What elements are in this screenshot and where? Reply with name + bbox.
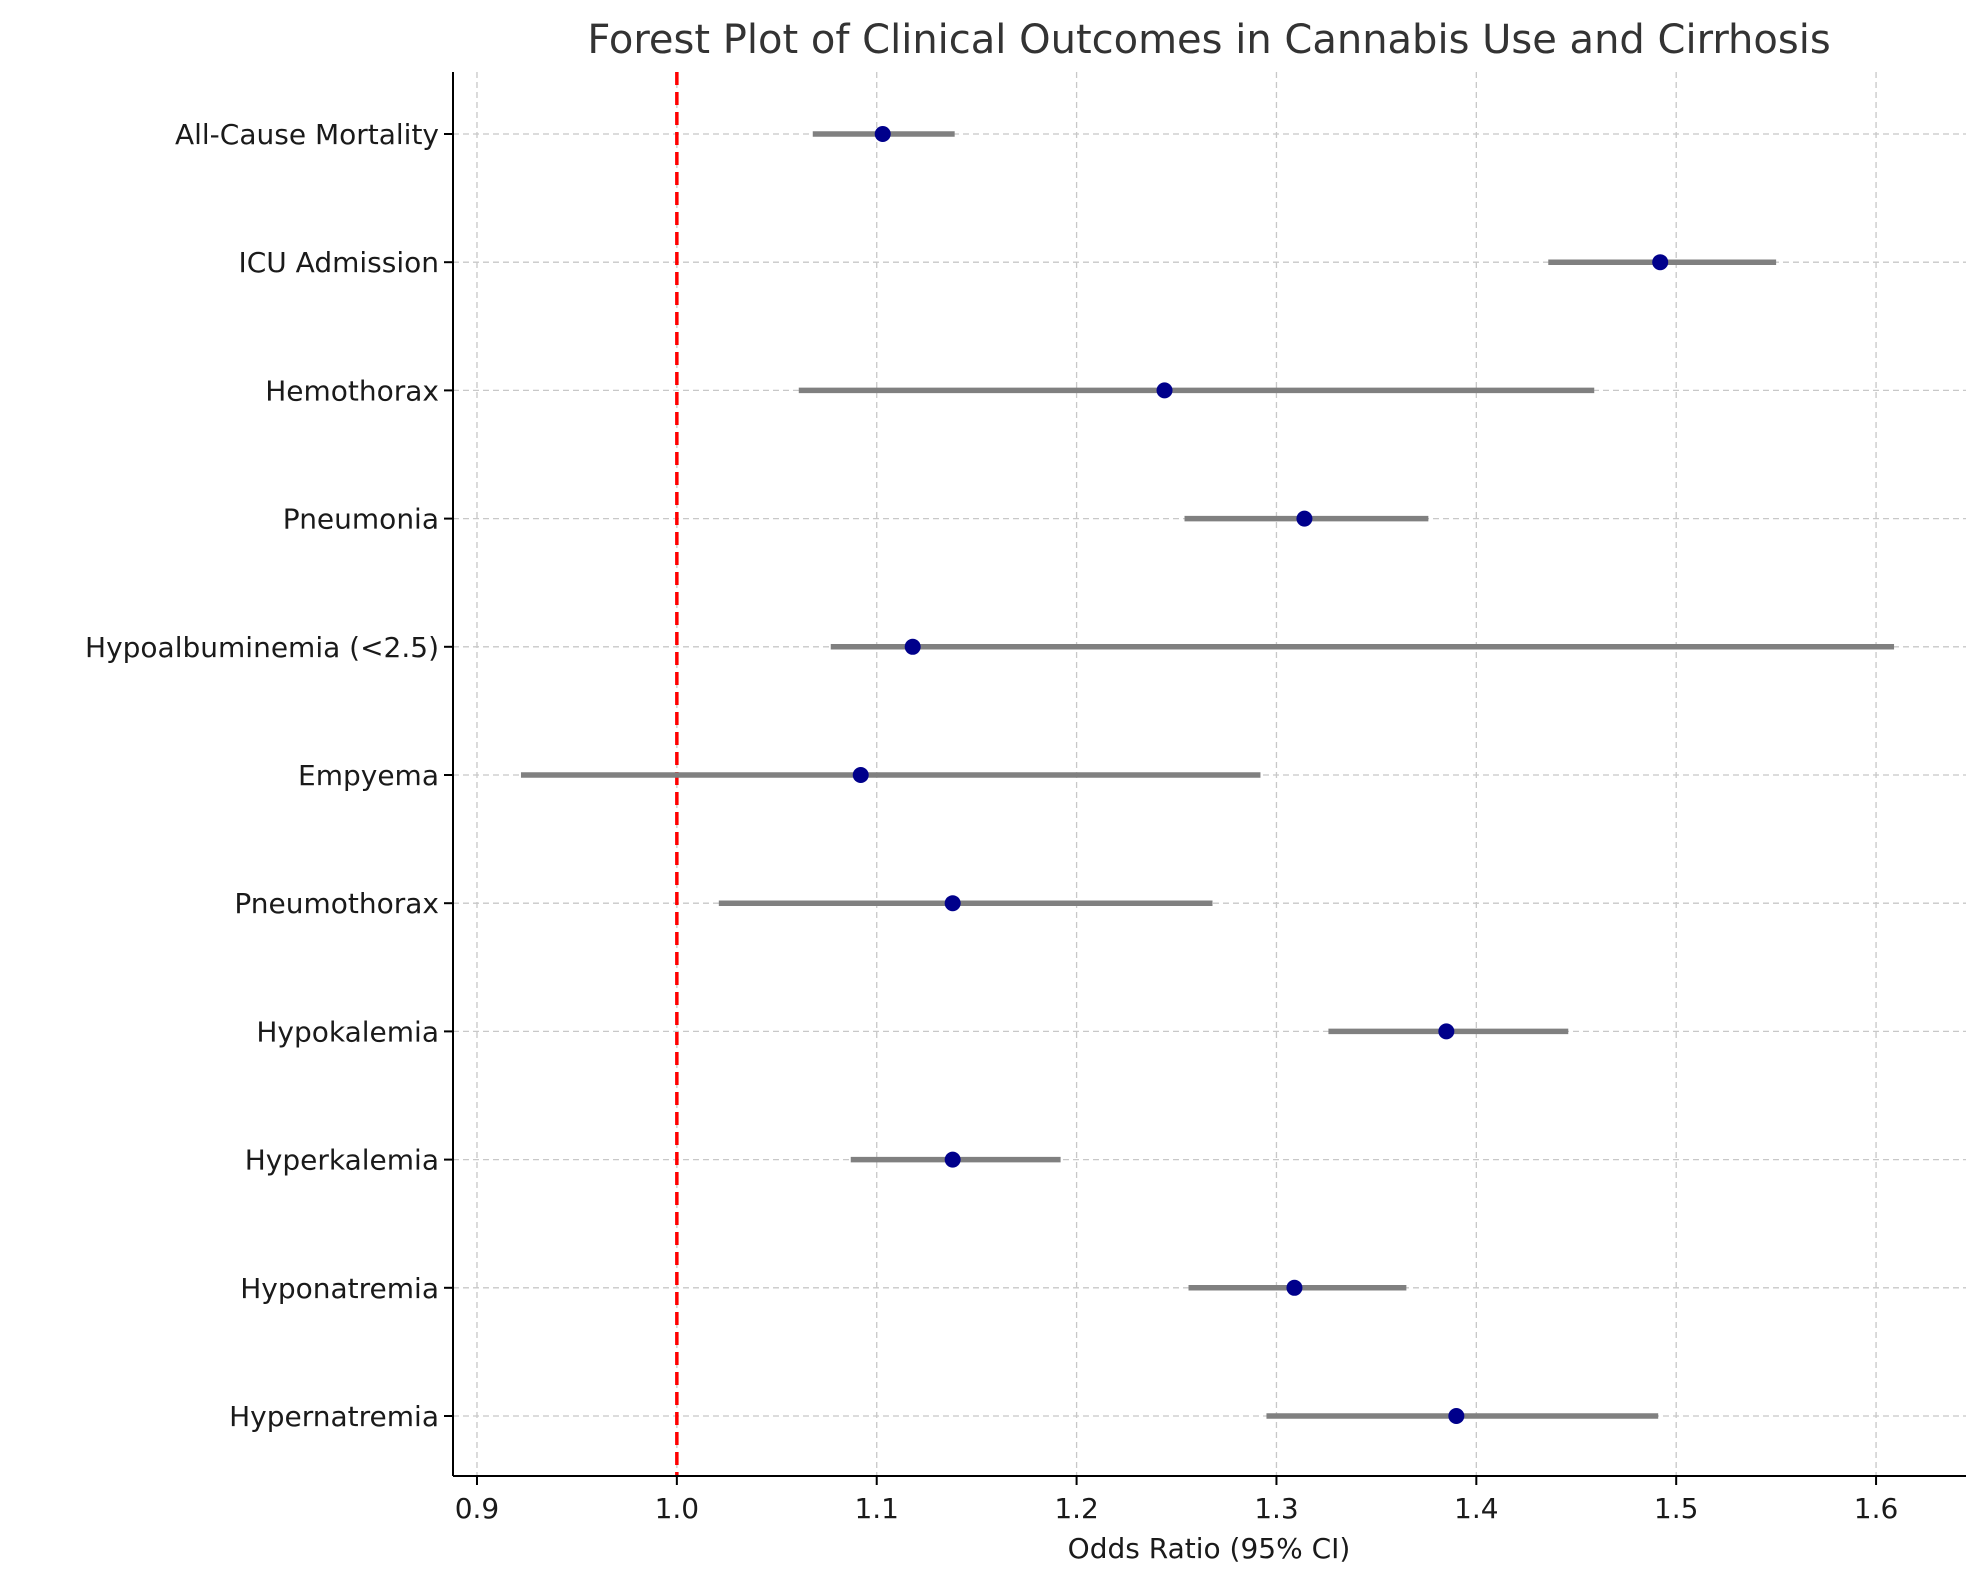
y-tick-label: All-Cause Mortality (175, 118, 439, 151)
or-point (944, 895, 961, 912)
or-point (1296, 510, 1313, 527)
x-axis-label: Odds Ratio (95% CI) (1068, 1532, 1351, 1565)
x-tick-label: 1.4 (1454, 1492, 1499, 1525)
y-tick-label: Pneumonia (283, 503, 439, 536)
x-tick-label: 1.6 (1854, 1492, 1899, 1525)
y-tick-label: Hemothorax (265, 374, 439, 407)
or-point (1652, 254, 1669, 271)
x-tick-label: 1.0 (655, 1492, 700, 1525)
y-tick-label: Hypokalemia (256, 1015, 439, 1048)
x-tick-label: 1.1 (854, 1492, 899, 1525)
x-tick-label: 0.9 (455, 1492, 500, 1525)
or-point (944, 1151, 961, 1168)
odds-ratio-points (852, 126, 1669, 1424)
or-point (852, 767, 869, 783)
y-tick-labels: All-Cause Mortality ICU Admission Hemothor… (85, 118, 439, 1433)
x-tick-label: 1.3 (1254, 1492, 1299, 1525)
x-tick-label: 1.2 (1054, 1492, 1099, 1525)
or-point (1286, 1279, 1303, 1296)
or-point (1156, 382, 1173, 399)
or-point (1448, 1408, 1465, 1424)
or-point (874, 126, 891, 142)
or-point (1438, 1023, 1455, 1040)
y-tick-label: Hyperkalemia (245, 1144, 439, 1177)
y-tick-label: Empyema (298, 759, 439, 792)
or-point (904, 638, 921, 655)
x-tick-labels: 0.9 1.0 1.1 1.2 1.3 1.4 1.5 1.6 (455, 1492, 1899, 1525)
axes (444, 72, 1966, 1485)
y-tick-label: Hypernatremia (229, 1400, 439, 1433)
chart-title: Forest Plot of Clinical Outcomes in Cann… (587, 17, 1830, 63)
x-tick-label: 1.5 (1654, 1492, 1699, 1525)
y-tick-label: Hyponatremia (240, 1272, 439, 1305)
y-tick-label: Hypoalbuminemia (<2.5) (85, 631, 439, 664)
y-tick-label: Pneumothorax (234, 887, 439, 920)
y-tick-label: ICU Admission (238, 246, 439, 279)
